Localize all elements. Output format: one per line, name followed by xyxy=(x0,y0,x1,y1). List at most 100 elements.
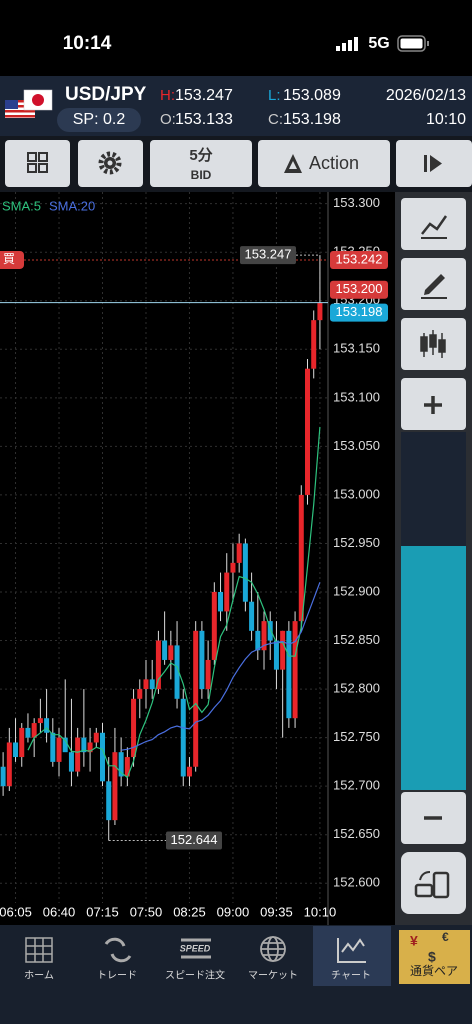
candle-body xyxy=(149,679,155,690)
line-tool-button[interactable] xyxy=(401,198,466,250)
y-tick-label: 152.750 xyxy=(333,729,380,744)
y-tick-label: 153.000 xyxy=(333,486,380,501)
candle-body xyxy=(118,752,124,777)
candle-body xyxy=(286,630,292,719)
play-button[interactable] xyxy=(396,140,472,187)
candle-type-button[interactable] xyxy=(401,318,466,370)
x-tick-label: 06:40 xyxy=(43,904,76,919)
x-tick-label: 10:10 xyxy=(304,904,337,919)
buy-tag: 買 xyxy=(3,252,15,266)
candle-body xyxy=(305,368,310,495)
spread-pill xyxy=(57,108,141,132)
high-marker-bg xyxy=(240,246,296,265)
tab-label: マーケット xyxy=(248,970,298,982)
signal-icon xyxy=(336,37,358,51)
currency-tab-bg[interactable] xyxy=(399,930,470,984)
date: 2026/02/13 xyxy=(386,87,466,104)
flag-icon xyxy=(5,89,53,118)
tab-label: トレード xyxy=(97,971,137,982)
candle-body xyxy=(218,591,224,612)
candle-body xyxy=(261,621,267,651)
y-tick-label: 152.950 xyxy=(333,535,380,550)
x-tick-label: 07:15 xyxy=(86,904,119,919)
close-label: C: xyxy=(268,111,283,128)
rotate-button[interactable] xyxy=(401,852,466,914)
candle-body xyxy=(0,766,6,787)
ask-price: 153.200 xyxy=(336,281,383,296)
x-tick-label: 06:05 xyxy=(0,904,32,919)
high-value: 153.247 xyxy=(175,87,233,104)
zoom-level[interactable] xyxy=(401,546,466,790)
candle-body xyxy=(224,572,230,612)
buy-price: 153.242 xyxy=(336,251,383,266)
candle-body xyxy=(56,737,62,762)
sma-line xyxy=(121,582,321,751)
action-label: Action xyxy=(309,153,359,173)
candle-body xyxy=(131,698,137,758)
buy-tag-bg xyxy=(0,250,24,269)
y-tick-label: 152.900 xyxy=(333,583,380,598)
y-tick-label: 153.050 xyxy=(333,438,380,453)
interval-button[interactable]: 5分 BID xyxy=(150,140,252,187)
price-type: BID xyxy=(191,168,212,182)
candle-body xyxy=(193,630,199,767)
candle-body xyxy=(75,737,81,772)
chart-icon xyxy=(337,938,366,963)
candle-body xyxy=(317,302,323,321)
open-value: 153.133 xyxy=(175,111,233,128)
zoom-out-button[interactable] xyxy=(401,792,466,844)
layout-button[interactable] xyxy=(5,140,70,187)
candle-body xyxy=(93,732,99,743)
price-tag-bg xyxy=(330,303,388,322)
candle-body xyxy=(137,689,143,699)
spread: SP: 0.2 xyxy=(73,111,126,128)
candle-body xyxy=(13,742,19,758)
candle-body xyxy=(19,727,25,758)
tabs: ¥ $ € ホーム トレード スピード注文 SPEED マーケット チャート 通貨ペア xyxy=(24,930,470,984)
chart: 152.600 152.650 152.700 152.750 152.800 152.8… xyxy=(0,192,388,925)
candle-body xyxy=(174,645,180,699)
legend-entry: SMA:20 xyxy=(49,198,95,213)
zoom-in-button[interactable] xyxy=(401,378,466,430)
candle-body xyxy=(230,562,236,573)
candle-body xyxy=(37,718,43,724)
high-marker: 153.247 xyxy=(245,247,292,262)
candle-body xyxy=(106,781,112,821)
y-tick-label: 153.100 xyxy=(333,389,380,404)
tab-label: スピード注文 xyxy=(165,969,225,982)
candle-body xyxy=(112,752,118,821)
high-label: H: xyxy=(160,87,175,104)
candle-body xyxy=(242,543,248,602)
draw-button[interactable] xyxy=(401,258,466,310)
low-label: L: xyxy=(268,87,281,104)
status-time: 10:14 xyxy=(63,33,112,54)
candle-body xyxy=(236,543,242,563)
bid-price: 153.198 xyxy=(336,304,383,319)
candle-body xyxy=(31,723,37,738)
candle-body xyxy=(280,630,286,670)
y-tick-label: 153.150 xyxy=(333,341,380,356)
active-tab-bg xyxy=(313,926,391,986)
network-type: 5G xyxy=(368,35,389,52)
market-icon xyxy=(260,936,286,962)
candle-body xyxy=(180,698,186,777)
candle-body xyxy=(255,630,261,651)
x-tick-label: 09:00 xyxy=(217,904,250,919)
close-value: 153.198 xyxy=(283,111,341,128)
candle-body xyxy=(100,732,105,782)
interval: 5分 xyxy=(189,147,212,164)
action-button[interactable]: Action xyxy=(258,140,390,187)
candle-body xyxy=(162,640,168,660)
y-tick-label: 153.300 xyxy=(333,195,380,210)
dollar-icon: $ xyxy=(428,949,436,965)
currency-pair: USD/JPY xyxy=(65,84,147,105)
y-tick-label: 152.650 xyxy=(333,826,380,841)
x-tick-label: 09:35 xyxy=(260,904,293,919)
y-tick-label: 152.600 xyxy=(333,875,380,890)
candle-body xyxy=(81,737,87,753)
settings-button[interactable] xyxy=(78,140,143,187)
tab-label: 通貨ペア xyxy=(410,963,458,978)
zoom-track[interactable] xyxy=(401,432,466,546)
candle-body xyxy=(298,494,304,622)
